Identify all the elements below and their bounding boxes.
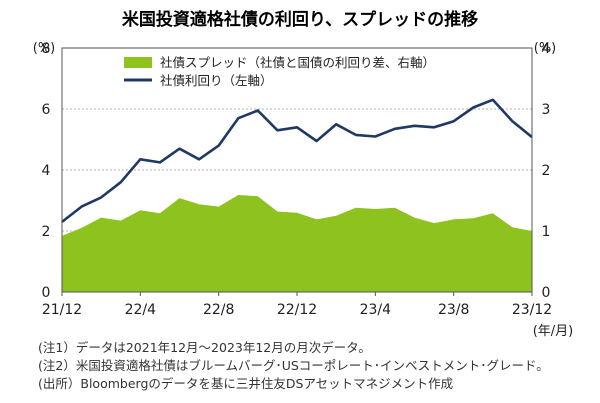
right-tick-label: 2: [542, 163, 551, 179]
right-tick-label: 3: [542, 102, 551, 118]
note-2: (注2）米国投資適格社債はブルームバーグ･USコーポレート･インベストメント･グ…: [38, 358, 549, 373]
axes: 0 2 4 6 8 0 1 2 3 4 21/12 22/4 22/8 22/12 23/4 23/8 23/1…: [42, 41, 553, 318]
x-axis-unit: (年/月): [533, 324, 574, 339]
x-tick-label: 22/8: [203, 302, 234, 318]
x-tick-label: 21/12: [42, 302, 82, 318]
left-tick-label: 4: [42, 163, 51, 179]
left-tick-label: 8: [42, 41, 51, 57]
x-tick-label: 23/8: [438, 302, 469, 318]
chart-title: 米国投資適格社債の利回り、スプレッドの推移: [122, 9, 478, 30]
left-tick-label: 6: [42, 102, 51, 118]
x-tick-label: 23/12: [512, 302, 552, 318]
yield-line: [61, 98, 533, 223]
spread-area: [62, 195, 532, 292]
right-tick-label: 0: [542, 285, 551, 301]
right-tick-label: 4: [542, 41, 551, 57]
legend-label-yield: 社債利回り（左軸）: [160, 73, 273, 88]
plot-area: [61, 98, 533, 292]
x-tick-label: 23/4: [360, 302, 392, 318]
source-note: (出所）Bloombergのデータを基に三井住友DSアセットマネジメント作成: [38, 376, 454, 391]
left-tick-label: 2: [42, 224, 51, 240]
legend-swatch-spread: [124, 57, 152, 68]
note-1: (注1）データは2021年12月～2023年12月の月次データ。: [38, 340, 371, 355]
legend: 社債スプレッド（社債と国債の利回り差、右軸） 社債利回り（左軸）: [124, 55, 435, 88]
right-axis-unit: (%): [534, 41, 557, 56]
legend-label-spread: 社債スプレッド（社債と国債の利回り差、右軸）: [160, 55, 435, 70]
left-axis-unit: (%): [33, 41, 56, 56]
x-tick-label: 22/12: [277, 302, 317, 318]
right-tick-label: 1: [542, 224, 551, 240]
left-tick-label: 0: [42, 285, 51, 301]
x-tick-label: 22/4: [125, 302, 157, 318]
